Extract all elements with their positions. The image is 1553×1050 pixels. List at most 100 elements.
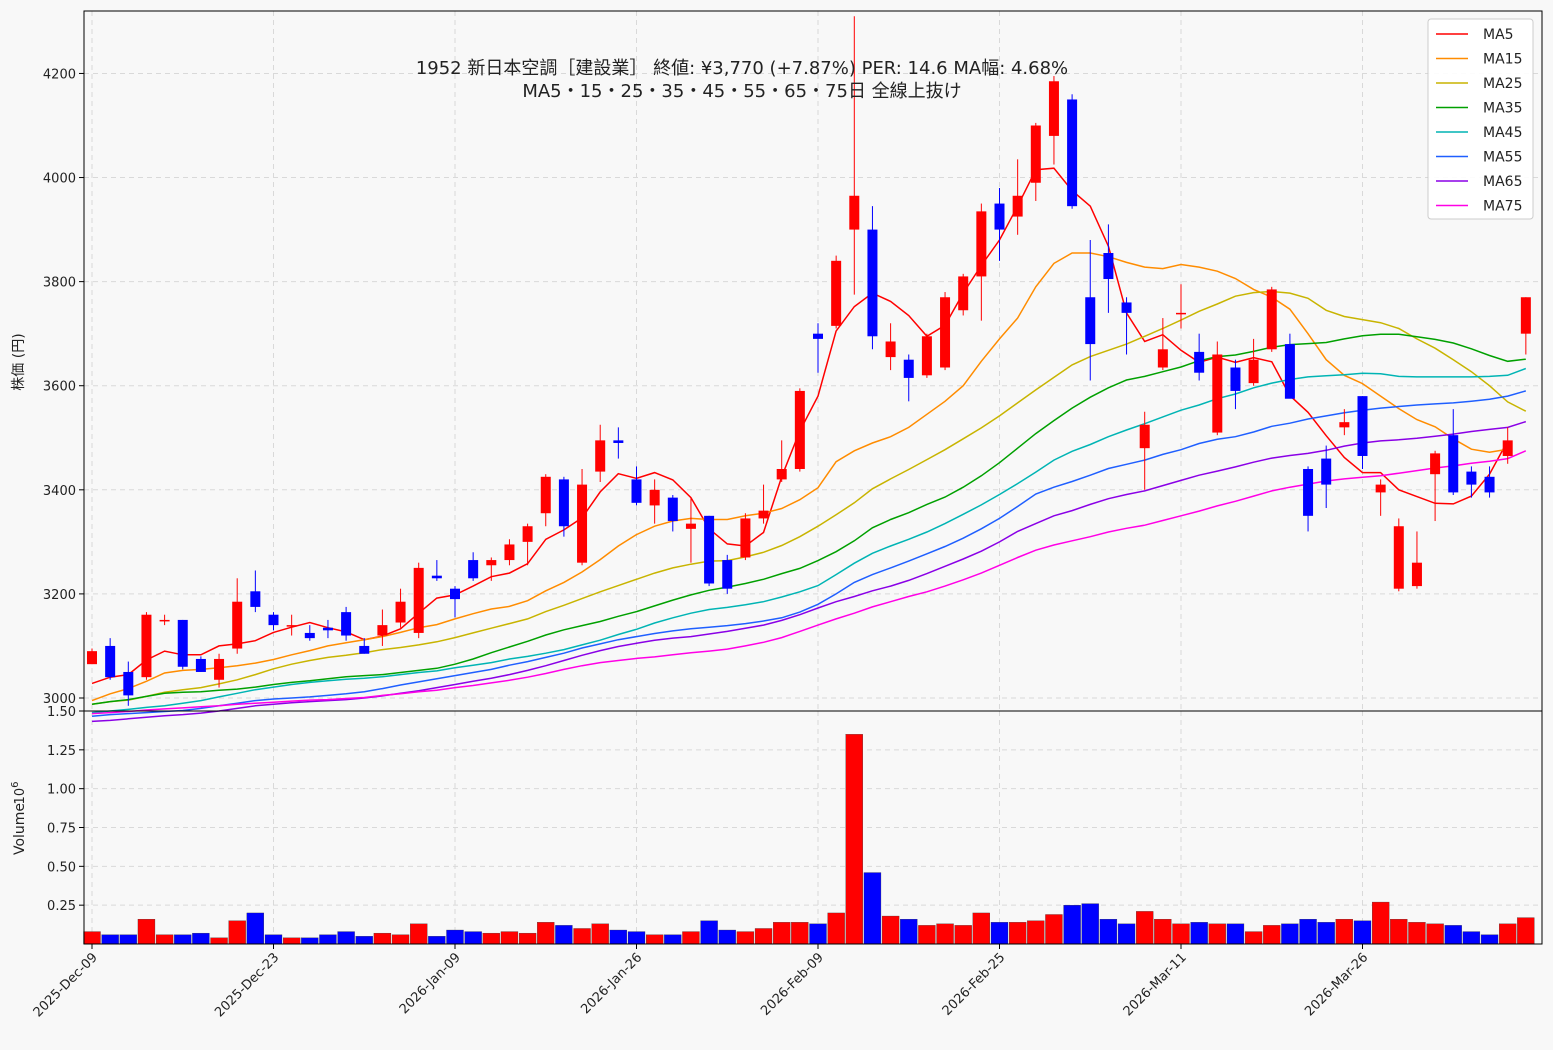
volume-bar (573, 928, 591, 945)
candle-body (286, 625, 297, 627)
candle-body (631, 479, 642, 503)
price-gridlines (84, 11, 1542, 711)
date-tick-label: 2026-Jan-26 (578, 950, 645, 1017)
candle-body (177, 619, 188, 667)
volume-y-axis: 0.25 0.50 0.75 1.00 1.25 1.50 (47, 705, 84, 914)
volume-tick-label: 1.50 (47, 705, 76, 720)
volume-bar (1372, 901, 1390, 945)
volume-bar (537, 922, 555, 945)
candle-body (1303, 468, 1314, 516)
volume-bar (1027, 920, 1045, 945)
volume-bar (119, 934, 137, 945)
candle-body (468, 560, 479, 579)
volume-bar (1462, 931, 1481, 945)
ma-line-ma15 (91, 252, 1508, 702)
volume-bar (1317, 922, 1335, 945)
candle-body (1103, 253, 1114, 280)
candle-body (1266, 289, 1277, 350)
price-y-axis: 3000 3200 3400 3600 3800 4000 4200 (43, 67, 84, 707)
candle-body (1375, 484, 1386, 493)
candlesticks (87, 16, 1531, 706)
volume-bar (827, 912, 845, 945)
candle-body (595, 440, 606, 472)
volume-bar (1444, 925, 1462, 945)
price-tick-label: 3600 (43, 380, 76, 395)
price-tick-label: 3000 (43, 692, 76, 707)
volume-tick-label: 1.00 (47, 783, 76, 798)
candle-body (1121, 302, 1132, 313)
candle-body (813, 333, 823, 339)
legend-entry: MA5 (1483, 27, 1514, 43)
volume-bar (155, 934, 174, 945)
candle-body (1030, 125, 1041, 183)
volume-bar (736, 931, 755, 945)
volume-bar (718, 929, 736, 945)
volume-bar (210, 937, 228, 945)
volume-bar (773, 922, 791, 945)
candle-body (450, 588, 460, 600)
candle-body (1284, 344, 1295, 399)
volume-bar (410, 923, 428, 945)
candle-body (232, 601, 243, 649)
date-tick-label: 2026-Jan-09 (397, 950, 464, 1017)
volume-bar (1335, 918, 1353, 945)
volume-bar (518, 932, 537, 945)
candle-body (704, 515, 715, 584)
legend-entry: MA35 (1483, 101, 1522, 117)
volume-bar (918, 925, 936, 945)
candle-body (867, 229, 878, 337)
candle-body (1176, 312, 1186, 315)
candle-body (831, 260, 842, 326)
volume-bar (228, 920, 246, 945)
volume-bar (1117, 923, 1136, 945)
volume-bar (646, 934, 664, 945)
volume-bar (1408, 922, 1426, 945)
candle-body (558, 479, 569, 527)
price-tick-label: 3800 (43, 276, 76, 291)
price-tick-label: 4200 (43, 67, 76, 82)
volume-bar (373, 932, 392, 945)
volume-bar (1136, 911, 1154, 945)
volume-bar (754, 928, 773, 945)
volume-bar (1281, 923, 1299, 945)
volume-bar (1190, 922, 1208, 945)
candle-body (159, 619, 170, 622)
candle-body (903, 359, 914, 378)
legend-entry: MA25 (1483, 76, 1522, 92)
candle-body (1430, 453, 1441, 475)
volume-bar (137, 918, 156, 945)
candle-body (758, 510, 769, 519)
candle-body (105, 645, 116, 678)
ma-line-ma25 (91, 290, 1527, 705)
candle-body (304, 632, 315, 639)
candle-body (1067, 99, 1078, 207)
date-tick-label: 2026-Feb-25 (940, 950, 1009, 1019)
candle-body (341, 612, 352, 636)
candle-body (776, 468, 787, 480)
volume-bar (482, 932, 500, 945)
volume-bar (1426, 923, 1444, 945)
volume-bar (954, 925, 972, 945)
volume-tick-label: 0.75 (47, 822, 76, 837)
volume-gridlines (84, 710, 1542, 944)
candle-body (1139, 424, 1150, 449)
volume-bar (192, 932, 210, 945)
volume-bar (1390, 918, 1408, 945)
price-tick-label: 4000 (43, 172, 76, 187)
ma-line-ma55 (91, 390, 1527, 717)
candle-body (1448, 435, 1459, 493)
candle-body (214, 658, 225, 680)
volume-bars (83, 734, 1535, 945)
moving-average-lines (91, 167, 1527, 723)
candle-body (377, 625, 388, 636)
volume-bar (1499, 923, 1517, 945)
candle-body (395, 601, 406, 623)
volume-bar (809, 923, 827, 945)
candle-body (940, 297, 951, 368)
volume-bar (845, 734, 863, 945)
candle-body (685, 523, 696, 529)
volume-bar (1263, 925, 1281, 945)
volume-tick-label: 0.50 (47, 860, 76, 875)
candle-body (1230, 367, 1241, 391)
